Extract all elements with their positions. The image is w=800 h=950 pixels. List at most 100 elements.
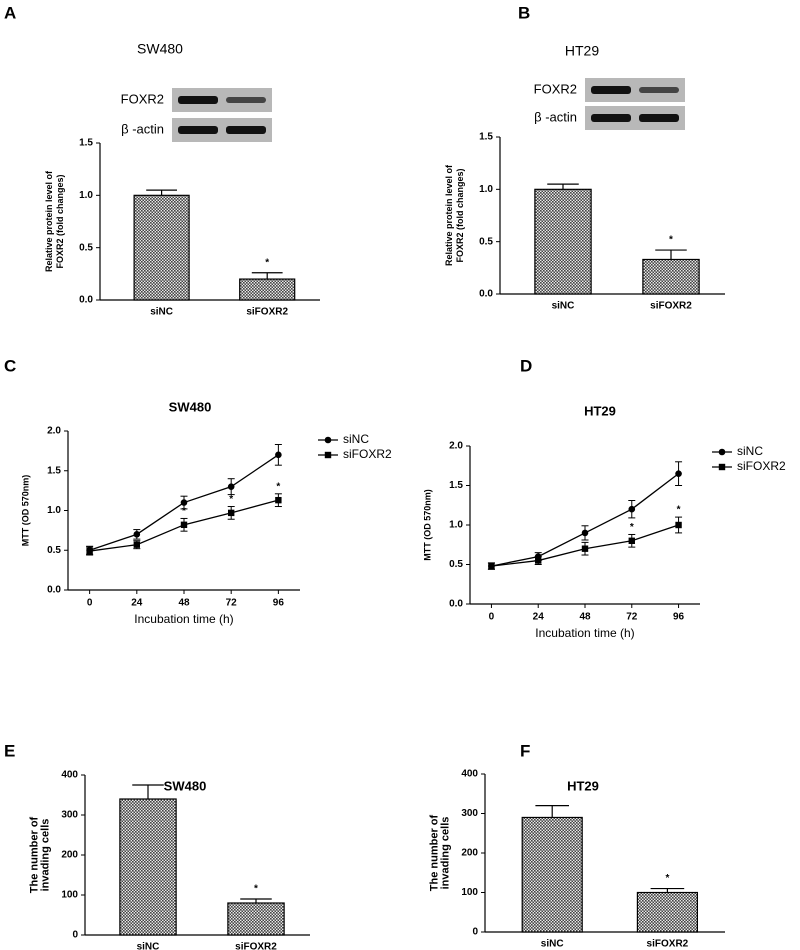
y-axis-label: Relative protein level of	[44, 170, 54, 272]
significance-label: *	[229, 494, 233, 505]
bar	[119, 798, 177, 936]
y-axis-label: invading cells	[39, 819, 51, 892]
point	[133, 541, 141, 548]
y-tick-label: 1.5	[79, 138, 93, 149]
y-tick-label: 300	[461, 808, 478, 819]
legend-label: siNC	[343, 432, 369, 446]
panel-letter: B	[518, 3, 530, 22]
blot-label: FOXR2	[121, 91, 164, 106]
y-tick-label: 200	[61, 850, 78, 861]
y-tick-label: 0	[72, 930, 78, 941]
y-axis-label: FOXR2 (fold changes)	[455, 168, 465, 262]
y-tick-label: 1.5	[47, 465, 61, 476]
blot-band	[178, 96, 218, 104]
point	[275, 451, 282, 459]
legend-marker	[324, 451, 332, 459]
point	[86, 547, 93, 555]
bar	[133, 194, 190, 301]
x-tick-label: 0	[489, 612, 495, 623]
y-tick-label: 0.5	[449, 559, 463, 570]
y-tick-label: 0.0	[449, 599, 463, 610]
legend-label: siNC	[737, 444, 763, 458]
blot-band	[226, 126, 266, 134]
x-tick-label: 96	[673, 612, 685, 623]
y-tick-label: 1.0	[479, 184, 493, 195]
x-tick-label: 96	[273, 598, 285, 609]
x-tick-label: 48	[579, 612, 591, 623]
panel-letter: A	[4, 3, 16, 22]
y-tick-label: 2.0	[449, 441, 463, 452]
blot-band	[178, 126, 218, 134]
chart-title: SW480	[164, 778, 207, 793]
point	[581, 545, 589, 552]
point	[275, 496, 282, 504]
y-tick-label: 0	[472, 927, 478, 938]
point	[227, 509, 235, 517]
legend-marker	[324, 436, 332, 444]
y-tick-label: 300	[61, 810, 78, 821]
bar	[534, 188, 592, 295]
point	[133, 531, 141, 538]
blot-band	[639, 87, 679, 93]
point	[180, 499, 188, 506]
legend-marker	[718, 448, 726, 456]
panel-letter: E	[4, 741, 15, 760]
y-tick-label: 0.5	[479, 236, 493, 247]
point	[628, 537, 635, 544]
x-tick-label: 0	[87, 598, 93, 609]
point	[180, 521, 188, 529]
y-tick-label: 1.0	[79, 190, 93, 201]
y-tick-label: 2.0	[47, 426, 61, 437]
x-axis-label: Incubation time (h)	[535, 626, 634, 640]
panel-letter: D	[520, 356, 532, 375]
legend-label: siFOXR2	[737, 459, 786, 473]
legend-label: siFOXR2	[343, 447, 392, 461]
panel-letter: C	[4, 356, 16, 375]
significance-label: *	[276, 481, 280, 492]
significance-label: *	[665, 873, 669, 884]
significance-label: *	[254, 884, 258, 895]
y-tick-label: 400	[61, 770, 78, 781]
significance-label: *	[265, 257, 269, 268]
x-tick-label: siFOXR2	[647, 939, 689, 950]
x-tick-label: siNC	[150, 307, 173, 318]
y-axis-label: Relative protein level of	[444, 164, 454, 266]
point	[675, 470, 682, 477]
y-tick-label: 100	[461, 887, 478, 898]
chart-title: HT29	[584, 403, 616, 418]
x-tick-label: 24	[131, 598, 143, 609]
point	[535, 557, 542, 564]
point	[628, 505, 636, 513]
blot-band	[591, 114, 631, 122]
chart-title: SW480	[169, 399, 212, 414]
chart-title: HT29	[565, 43, 599, 59]
point	[227, 483, 235, 490]
x-tick-label: 48	[178, 598, 190, 609]
y-axis-label: FOXR2 (fold changes)	[55, 174, 65, 268]
y-axis-label: The number of	[428, 814, 440, 891]
point	[581, 529, 589, 537]
x-tick-label: 72	[626, 612, 638, 623]
blot-band	[226, 97, 266, 103]
y-tick-label: 400	[461, 769, 478, 780]
blot-band	[591, 86, 631, 94]
panel-letter: F	[520, 741, 530, 760]
y-axis-label: MTT (OD 570nm)	[422, 489, 432, 561]
bar	[239, 278, 296, 301]
y-tick-label: 0.0	[79, 295, 93, 306]
blot-label: β -actin	[121, 121, 164, 136]
y-tick-label: 0.5	[79, 242, 93, 253]
y-tick-label: 0.0	[479, 289, 493, 300]
y-tick-label: 1.0	[47, 505, 61, 516]
x-axis-label: Incubation time (h)	[134, 612, 233, 626]
significance-label: *	[182, 506, 186, 517]
x-tick-label: siNC	[137, 942, 160, 950]
chart-title: HT29	[567, 778, 599, 793]
significance-label: *	[630, 522, 634, 533]
y-tick-label: 1.5	[449, 480, 463, 491]
legend-marker	[718, 463, 726, 471]
x-tick-label: siFOXR2	[650, 301, 692, 312]
bar	[521, 816, 583, 933]
bar	[227, 902, 285, 936]
